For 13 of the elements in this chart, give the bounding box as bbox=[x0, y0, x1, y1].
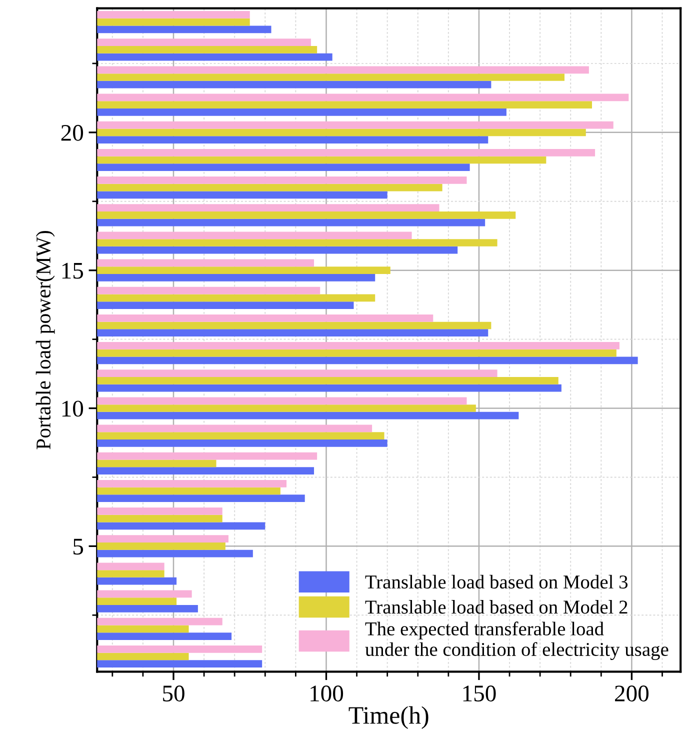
legend-label: Translable load based on Model 2 bbox=[365, 600, 628, 614]
y-axis-title: Portable load power(MW) bbox=[36, 230, 55, 450]
y-tick-label: 5 bbox=[74, 538, 84, 555]
y-tick-label: 10 bbox=[62, 400, 84, 417]
x-tick-label: 100 bbox=[310, 686, 344, 702]
legend-label: The expected transferable load under the condition of electricity usage bbox=[365, 622, 668, 660]
y-tick-label: 15 bbox=[62, 262, 84, 279]
x-tick-label: 200 bbox=[615, 686, 649, 702]
x-tick-label: 50 bbox=[163, 686, 184, 702]
x-tick-label: 150 bbox=[463, 686, 496, 702]
legend-label: Translable load based on Model 3 bbox=[365, 574, 628, 589]
x-axis-title: Time(h) bbox=[348, 706, 428, 729]
y-tick-label: 20 bbox=[61, 124, 84, 141]
